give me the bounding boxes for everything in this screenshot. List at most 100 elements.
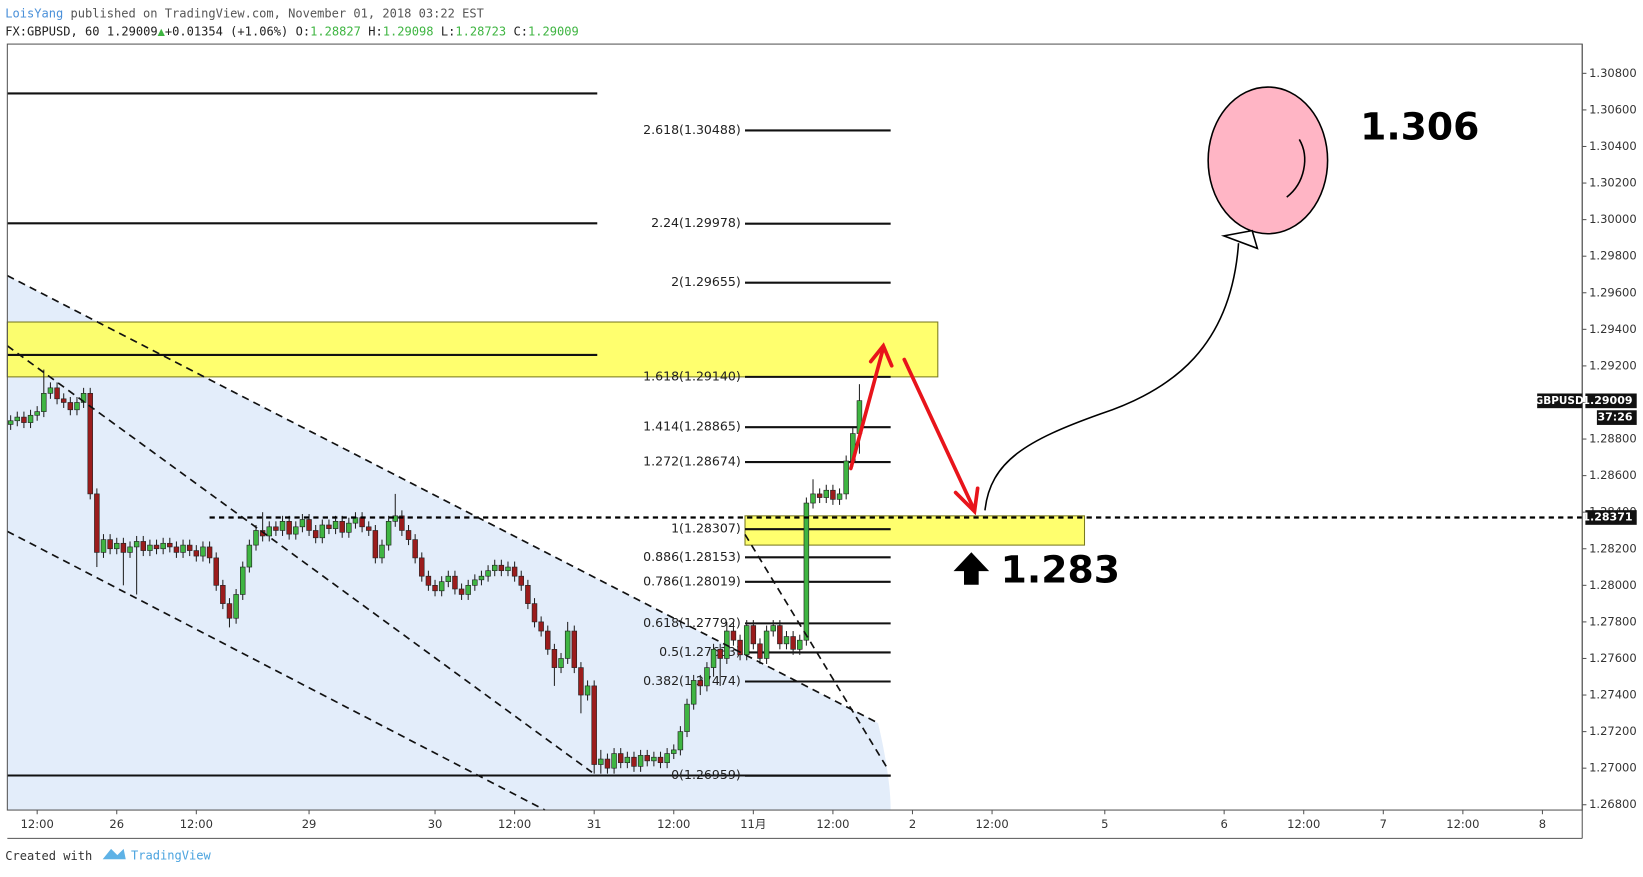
arrow-head (868, 342, 894, 368)
x-tick-label: 31 (587, 817, 602, 831)
up-arrow-icon (953, 552, 990, 585)
x-tick-label: 29 (302, 817, 317, 831)
candle-body (425, 575, 432, 586)
candle-body (717, 649, 723, 659)
candle-body (505, 566, 511, 572)
price-tag-text: 1.29009 (1582, 394, 1632, 407)
candle-body (790, 636, 796, 650)
ohlc-label: H: (368, 24, 383, 38)
candle-body (246, 544, 253, 568)
candle-body (286, 521, 292, 535)
ohlc-value: 1.29009 (528, 24, 579, 38)
candle-body (604, 758, 611, 769)
candle-body (385, 521, 392, 546)
candle-body (518, 575, 524, 586)
candle-body (279, 521, 286, 531)
published: published on TradingView.com, November 0… (63, 6, 484, 20)
y-tick-label: 1.28000 (1589, 578, 1637, 592)
candle-body (750, 625, 757, 645)
candle-body (306, 519, 312, 531)
candle-body (551, 649, 558, 668)
candle-body (631, 756, 637, 767)
y-tick-label: 1.27200 (1589, 724, 1637, 738)
candle-body (558, 658, 564, 668)
candle-body (763, 630, 770, 659)
fib-label: 0(1.26959) (671, 767, 741, 782)
level-tag-text: 1.28371 (1582, 510, 1632, 523)
fib-label: 0.786(1.28019) (643, 573, 741, 588)
x-tick-label: 12:00 (975, 817, 1008, 831)
candle-body (200, 546, 206, 557)
plot: 2.618(1.30488) 2.24(1.29978) 2(1.29655) 1.6… (7, 92, 1583, 782)
candle-body (657, 756, 664, 764)
candle-body (830, 489, 836, 500)
candle-body (60, 398, 67, 403)
candle-body (412, 539, 418, 559)
channel-lines (6, 274, 890, 811)
candle-body (94, 493, 100, 553)
candle-body (432, 585, 438, 592)
candle-body (644, 755, 650, 762)
candle-body (160, 542, 166, 550)
candle-body (810, 493, 816, 504)
candle-body (405, 530, 412, 540)
channel-line (6, 530, 546, 811)
candle-body (823, 489, 830, 498)
candle-body (690, 680, 697, 705)
candle-body (167, 542, 173, 548)
x-tick-label: 8 (1539, 817, 1546, 831)
fib-label: 0.618(1.27792) (643, 615, 741, 630)
candle-body (107, 539, 113, 550)
candle-body (664, 753, 670, 764)
fib-label: 2.618(1.30488) (643, 122, 741, 137)
candle-body (737, 639, 743, 656)
fib-label: 0.886(1.28153) (643, 549, 741, 564)
candle-body (452, 575, 458, 590)
candle-body (47, 387, 54, 394)
candle-body (472, 579, 478, 586)
last: 1.29009 (107, 24, 158, 38)
x-tick-label: 7 (1380, 817, 1387, 831)
candle-body (710, 649, 717, 668)
candle-body (491, 564, 498, 572)
candle-body (458, 588, 465, 595)
candle-body (206, 546, 213, 559)
candle-body (7, 420, 14, 425)
candle-body (419, 557, 425, 577)
candle-body (671, 749, 677, 754)
candle-body (319, 524, 326, 539)
candle-body (120, 542, 127, 553)
author: LoisYang (5, 6, 63, 20)
y-tick-label: 1.30000 (1589, 212, 1637, 226)
symbol-tag (1537, 393, 1583, 409)
drawings-under (6, 275, 1086, 811)
x-tick-label: 12:00 (180, 817, 213, 831)
x-tick-label: 5 (1101, 817, 1108, 831)
candle-body (677, 731, 684, 751)
x-tick-label: 2 (909, 817, 916, 831)
candle-body (545, 630, 551, 650)
ohlc-value: 1.28723 (455, 24, 506, 38)
fib-label: 2(1.29655) (671, 274, 741, 289)
y-tick-label: 1.29200 (1589, 358, 1637, 372)
candle-body (836, 493, 843, 500)
candle-body (525, 585, 531, 604)
candle-body (27, 414, 34, 423)
fib-label: 1.414(1.28865) (643, 419, 741, 434)
up-triangle: ▲ (158, 24, 166, 38)
balloon (984, 86, 1329, 511)
candle-body (478, 575, 485, 581)
balloon-knot (1220, 229, 1259, 250)
candle-body (366, 526, 372, 531)
y-tick-label: 1.28600 (1589, 468, 1637, 482)
ohlc-label: L: (441, 24, 456, 38)
candle-body (399, 515, 405, 531)
fib-label: 1.272(1.28674) (643, 454, 741, 469)
x-tick-label: 12:00 (816, 817, 849, 831)
y-tick-label: 1.27800 (1589, 614, 1637, 628)
target-annotation: 1.306 (1360, 104, 1479, 148)
candle-body (87, 393, 93, 495)
candle-body (220, 585, 226, 604)
channel-fill (7, 275, 891, 811)
candle-body (100, 539, 107, 553)
